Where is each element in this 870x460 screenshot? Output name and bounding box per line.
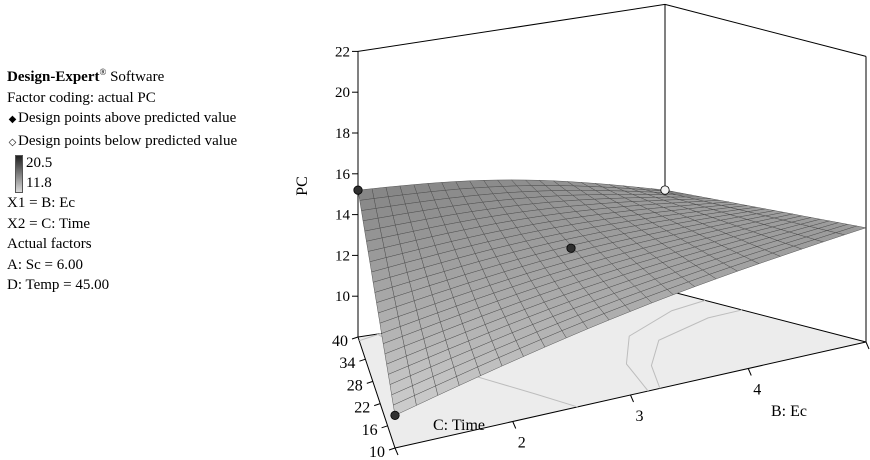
brand-name: Design-Expert bbox=[7, 69, 100, 85]
scale-high-label: 20.5 bbox=[26, 155, 53, 171]
factor-x1: X1 = B: Ec bbox=[7, 195, 76, 211]
software-word: Software bbox=[106, 69, 165, 85]
factor-x2: X2 = C: Time bbox=[7, 215, 91, 232]
x-tick-label: 3 bbox=[636, 408, 644, 425]
legend-panel: Design-Expert® Software Factor coding: a… bbox=[7, 62, 237, 296]
x-tick bbox=[394, 447, 399, 456]
back-wall-top-edge bbox=[357, 3, 666, 52]
factor-coding: Factor coding: actual PC bbox=[7, 89, 156, 106]
design-point bbox=[566, 243, 576, 253]
actual-factors-heading: Actual factors bbox=[7, 236, 92, 252]
y-axis-label: C: Time bbox=[433, 417, 485, 434]
color-scale: 20.5 11.8 bbox=[7, 153, 237, 193]
y-tick bbox=[359, 358, 366, 362]
design-point bbox=[390, 410, 400, 420]
x-tick bbox=[747, 368, 752, 376]
software-title: Design-Expert® Software bbox=[7, 62, 237, 88]
hollow-diamond-icon: ◇ bbox=[8, 136, 17, 148]
y-tick bbox=[374, 403, 381, 407]
y-tick bbox=[366, 380, 373, 384]
registered-mark: ® bbox=[99, 67, 107, 77]
x-tick bbox=[630, 394, 634, 403]
y-tick bbox=[381, 425, 388, 429]
legend-above-label: Design points above predicted value bbox=[18, 110, 237, 126]
y-tick-label: 40 bbox=[332, 333, 348, 350]
z-tick-label: 18 bbox=[335, 126, 350, 142]
y-tick bbox=[388, 447, 396, 451]
x-tick-label: 4 bbox=[753, 382, 761, 399]
back-wall-top-edge bbox=[664, 3, 867, 57]
z-tick-label: 22 bbox=[335, 44, 350, 60]
floor-contour bbox=[625, 299, 706, 392]
z-tick-label: 16 bbox=[335, 167, 351, 183]
factor-a: A: Sc = 6.00 bbox=[7, 256, 83, 273]
x-axis-label: B: Ec bbox=[771, 403, 807, 420]
y-tick-label: 34 bbox=[339, 355, 355, 372]
y-tick bbox=[351, 336, 359, 340]
z-tick-label: 20 bbox=[335, 85, 350, 101]
design-point bbox=[353, 185, 363, 195]
floor-contour bbox=[650, 309, 743, 389]
color-scale-bar bbox=[15, 155, 23, 193]
z-tick-label: 10 bbox=[335, 289, 350, 305]
filled-diamond-icon: ◆ bbox=[8, 114, 17, 125]
y-tick-label: 22 bbox=[354, 400, 370, 417]
legend-above: ◆ Design points above predicted value bbox=[7, 108, 237, 131]
y-tick-label: 10 bbox=[369, 444, 385, 460]
legend-below-label: Design points below predicted value bbox=[18, 132, 238, 149]
z-tick-label: 12 bbox=[335, 248, 350, 264]
design-point bbox=[660, 185, 670, 195]
floor-contour bbox=[359, 333, 382, 342]
x-tick-label: 2 bbox=[518, 435, 526, 452]
factor-d: D: Temp = 45.00 bbox=[7, 277, 110, 293]
scale-low-label: 11.8 bbox=[26, 175, 52, 191]
x-tick bbox=[512, 421, 517, 429]
surface-facet bbox=[393, 395, 417, 416]
z-tick-label: 14 bbox=[335, 208, 351, 224]
legend-below: ◇ Design points below predicted value bbox=[7, 131, 237, 154]
z-axis-label: PC bbox=[294, 176, 311, 196]
y-tick-label: 28 bbox=[347, 377, 363, 394]
x-tick bbox=[865, 341, 870, 350]
surface-facet bbox=[399, 184, 418, 196]
y-tick-label: 16 bbox=[362, 422, 378, 439]
